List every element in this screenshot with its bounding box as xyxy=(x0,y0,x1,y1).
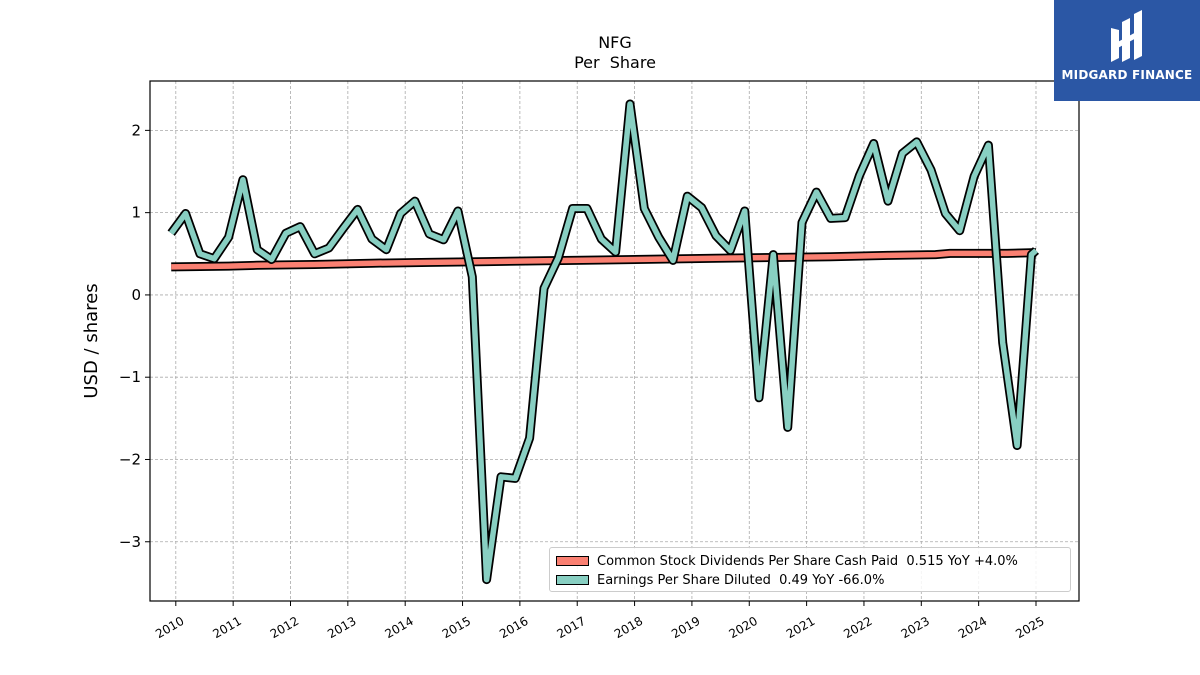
x-tick-label: 2016 xyxy=(497,614,530,641)
y-tick-label: 0 xyxy=(131,286,141,304)
series-outline-eps xyxy=(167,99,1039,585)
x-tick-label: 2011 xyxy=(210,614,243,641)
x-tick-label: 2015 xyxy=(440,614,473,641)
grid-lines xyxy=(150,81,1079,601)
x-tick-label: 2025 xyxy=(1013,614,1046,641)
y-tick-label: −2 xyxy=(119,450,141,468)
x-tick-label: 2022 xyxy=(841,614,874,641)
legend-entry-eps: Earnings Per Share Diluted 0.49 YoY -66.… xyxy=(556,572,884,588)
x-tick-label: 2020 xyxy=(727,614,760,641)
legend-swatch-eps xyxy=(556,575,589,585)
y-axis: −3 −2 −1 0 1 2 xyxy=(119,121,150,551)
y-tick-label: −1 xyxy=(119,368,141,386)
series-line-eps xyxy=(168,101,1038,583)
brand-logo: MIDGARD FINANCE xyxy=(1054,0,1200,101)
chart-subtitle: Per Share xyxy=(574,53,656,72)
chart-title: NFG xyxy=(598,33,632,52)
x-tick-label: 2021 xyxy=(784,614,817,641)
series-layer xyxy=(167,99,1039,585)
y-axis-label: USD / shares xyxy=(81,283,102,398)
y-tick-label: 2 xyxy=(131,121,141,139)
x-tick-label: 2019 xyxy=(669,614,702,641)
brand-name: MIDGARD FINANCE xyxy=(1061,68,1193,82)
x-tick-label: 2010 xyxy=(153,614,186,641)
series-line-dividends xyxy=(171,249,1037,270)
x-tick-label: 2024 xyxy=(956,614,989,641)
legend-entry-dividends: Common Stock Dividends Per Share Cash Pa… xyxy=(556,553,1018,569)
plot-area-frame xyxy=(149,80,1080,602)
x-tick-label: 2014 xyxy=(382,614,415,641)
x-tick-label: 2018 xyxy=(612,614,645,641)
chart-legend: Common Stock Dividends Per Share Cash Pa… xyxy=(549,547,1071,592)
x-tick-label: 2023 xyxy=(899,614,932,641)
legend-label-dividends: Common Stock Dividends Per Share Cash Pa… xyxy=(597,553,1018,569)
x-tick-label: 2013 xyxy=(325,614,358,641)
x-axis: 2010 2011 2012 2013 2014 2015 2016 2017 2018 2019… xyxy=(153,601,1047,641)
brand-logo-mark-icon xyxy=(1111,10,1142,62)
legend-label-eps: Earnings Per Share Diluted 0.49 YoY -66.… xyxy=(597,572,885,588)
y-tick-label: 1 xyxy=(131,204,141,222)
x-tick-label: 2017 xyxy=(554,614,587,641)
y-tick-label: −3 xyxy=(119,533,141,551)
legend-swatch-dividends xyxy=(556,556,589,566)
x-tick-label: 2012 xyxy=(268,614,301,641)
